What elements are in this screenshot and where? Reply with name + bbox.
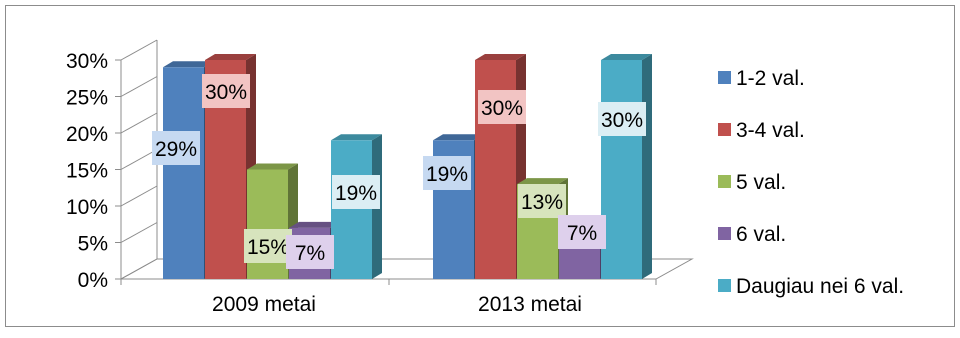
chart-frame: 0% 5% 10% 15% 20% 25% 30% 2009 metai 2013 metai 2… — [5, 5, 955, 327]
bar — [163, 67, 204, 279]
legend-swatch — [718, 123, 731, 136]
bar-top — [247, 163, 298, 170]
y-tick-label: 15% — [66, 160, 108, 183]
y-tick-label: 25% — [66, 87, 108, 110]
data-label: 15% — [247, 236, 289, 259]
legend-swatch — [718, 279, 731, 292]
legend-label: 6 val. — [736, 223, 786, 246]
y-gridline-side — [120, 112, 158, 134]
data-label: 29% — [155, 138, 197, 161]
bar-top — [289, 221, 340, 228]
data-label-box — [286, 235, 334, 269]
data-label-box — [244, 229, 292, 263]
data-label: 19% — [335, 182, 377, 205]
y-tick-label: 20% — [66, 123, 108, 146]
y-tick-label: 5% — [78, 233, 108, 256]
bar-top — [205, 54, 256, 60]
legend-swatch — [718, 227, 731, 240]
data-label-box — [518, 184, 566, 218]
legend-label: 1-2 val. — [736, 67, 805, 90]
data-label-box — [152, 131, 200, 165]
legend-label: 3-4 val. — [736, 119, 805, 142]
data-label: 30% — [601, 109, 643, 132]
data-label-box — [332, 175, 380, 209]
y-gridline-side — [120, 39, 158, 61]
data-label-box — [598, 102, 646, 136]
data-label-box — [202, 74, 250, 108]
y-gridline-side — [120, 149, 158, 170]
x-category-label: 2009 metai — [212, 293, 316, 316]
bar — [331, 140, 372, 279]
data-label: 30% — [205, 81, 247, 104]
y-gridline-side — [120, 258, 158, 280]
data-label-box — [423, 156, 471, 190]
legend-swatch — [718, 71, 731, 84]
bar-top — [433, 134, 484, 141]
bar-side — [642, 54, 652, 279]
data-label-box — [558, 215, 606, 249]
bar — [601, 60, 642, 279]
legend-label: 5 val. — [736, 171, 786, 194]
y-gridline-side — [120, 76, 158, 97]
bar-top — [331, 134, 382, 141]
bar-top — [601, 54, 652, 60]
bar-top — [517, 178, 568, 185]
legend-swatch — [718, 175, 731, 188]
y-tick-label: 30% — [66, 50, 108, 73]
x-category-label: 2013 metai — [478, 293, 582, 316]
bar-top — [163, 61, 214, 68]
data-label: 7% — [295, 242, 325, 265]
data-label: 30% — [481, 97, 523, 120]
data-label: 19% — [426, 163, 468, 186]
y-tick-label: 0% — [78, 269, 108, 292]
y-gridline-side — [120, 222, 158, 243]
bar-top — [475, 54, 526, 60]
data-label: 7% — [567, 222, 597, 245]
y-tick-label: 10% — [66, 196, 108, 219]
bar-chart-3d: 0% 5% 10% 15% 20% 25% 30% 2009 metai 2013 metai 2… — [66, 39, 904, 316]
y-gridline-side — [120, 185, 158, 207]
legend-label: Daugiau nei 6 val. — [736, 275, 904, 298]
data-label-box — [478, 90, 526, 124]
data-label: 13% — [521, 191, 563, 214]
